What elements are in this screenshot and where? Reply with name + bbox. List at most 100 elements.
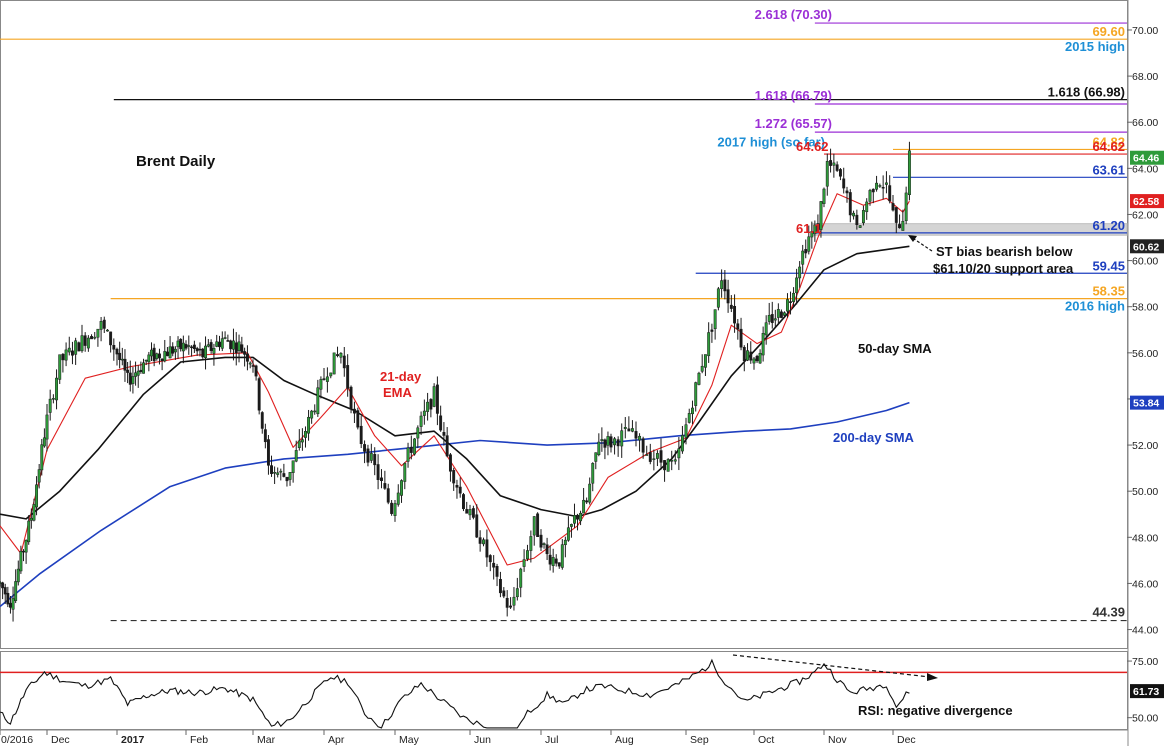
price-tick-label: 70.00	[1132, 25, 1158, 37]
candle-down	[190, 346, 194, 349]
candle-up	[42, 437, 46, 447]
candle-down	[209, 342, 213, 351]
candle-down	[128, 372, 132, 385]
candle-up	[703, 354, 707, 368]
candle-down	[160, 358, 164, 361]
candle-up	[807, 236, 811, 252]
candle-down	[455, 485, 459, 488]
candle-down	[723, 279, 727, 292]
candle-up	[212, 348, 216, 354]
candle-down	[710, 329, 714, 332]
axis-tag-0-box	[1130, 194, 1164, 209]
support-arrow-head	[908, 235, 917, 242]
candle-down	[576, 514, 579, 520]
candle-up	[131, 376, 135, 384]
sma50-label: 50-day SMA	[858, 341, 932, 356]
candle-down	[842, 178, 846, 189]
candle-up	[406, 447, 410, 462]
candle-up	[652, 458, 656, 460]
candle-down	[363, 444, 367, 452]
level-sublabel: 2017 high (so far)	[717, 134, 825, 149]
candle-up	[776, 309, 780, 318]
candle-up	[32, 504, 36, 521]
candle-up	[515, 588, 519, 598]
candle-up	[526, 550, 529, 560]
time-tick-label: Nov	[828, 734, 847, 746]
candle-down	[495, 565, 499, 577]
candle-up	[329, 372, 333, 377]
candle-up	[801, 250, 805, 265]
candle-up	[310, 410, 314, 419]
price-tick-label: 58.00	[1132, 302, 1158, 314]
candle-down	[3, 587, 7, 595]
candle-up	[403, 463, 407, 482]
candle-down	[254, 365, 258, 377]
level-label: 1.272 (65.57)	[755, 116, 832, 131]
candle-down	[352, 408, 356, 414]
candle-up	[279, 470, 283, 473]
candle-down	[218, 341, 221, 348]
candle-down	[8, 602, 12, 608]
level-label: 59.45	[1092, 258, 1125, 273]
price-tick-label: 46.00	[1132, 578, 1158, 590]
price-tick-label: 50.00	[1132, 486, 1158, 498]
candle-up	[419, 415, 423, 427]
candle-up	[237, 341, 241, 352]
candle-down	[366, 448, 370, 463]
candle-down	[165, 351, 169, 357]
candle-down	[739, 328, 743, 348]
candle-up	[187, 345, 191, 347]
candle-up	[163, 351, 167, 362]
candle-up	[16, 568, 20, 583]
candle-down	[871, 188, 875, 193]
candle-down	[729, 304, 733, 309]
level-6110-label: 61.1	[796, 221, 821, 236]
candle-down	[90, 336, 93, 340]
candle-down	[448, 454, 452, 472]
candle-up	[810, 231, 814, 238]
price-tick-label: 68.00	[1132, 71, 1158, 83]
candle-down	[83, 335, 87, 346]
candle-up	[522, 559, 526, 567]
candle-up	[150, 349, 153, 357]
rsi-annotation: RSI: negative divergence	[858, 703, 1013, 718]
candle-down	[545, 544, 549, 555]
candle-down	[102, 319, 106, 329]
candle-down	[462, 494, 465, 510]
price-tick-label: 64.00	[1132, 163, 1158, 175]
candle-up	[529, 536, 533, 551]
level-sublabel: 2015 high	[1065, 39, 1125, 54]
candle-up	[276, 472, 280, 475]
candle-down	[184, 344, 188, 349]
time-axis: 0/2016 Dec 2017 Feb Mar Apr May Jun Jul Aug Sep Oct…	[0, 730, 916, 746]
candle-down	[171, 346, 175, 354]
level-label: 1.618 (66.98)	[1048, 85, 1125, 100]
candle-down	[475, 514, 479, 538]
candle-up	[64, 349, 68, 361]
candle-down	[346, 365, 350, 389]
candle-down	[485, 539, 489, 558]
candle-up	[551, 557, 555, 566]
candle-up	[48, 398, 52, 413]
ema-label-line1: 21-day	[380, 369, 422, 384]
candle-up	[426, 401, 430, 412]
price-tick-label: 60.00	[1132, 256, 1158, 268]
candle-up	[865, 201, 869, 213]
axis-tag-0-label: 62.58	[1133, 196, 1159, 208]
candle-up	[396, 492, 400, 505]
time-tick-label: Sep	[690, 734, 709, 746]
candle-up	[512, 596, 516, 606]
candle-up	[173, 348, 177, 353]
candle-down	[386, 488, 390, 503]
candle-down	[627, 428, 631, 432]
candle-down	[152, 347, 156, 362]
candle-up	[560, 544, 564, 568]
candle-down	[435, 384, 439, 414]
candle-down	[845, 190, 849, 194]
candle-up	[134, 372, 138, 377]
candle-down	[641, 438, 645, 453]
candle-up	[300, 439, 304, 443]
candle-up	[606, 436, 610, 446]
candle-down	[376, 464, 380, 480]
candle-down	[201, 348, 205, 358]
